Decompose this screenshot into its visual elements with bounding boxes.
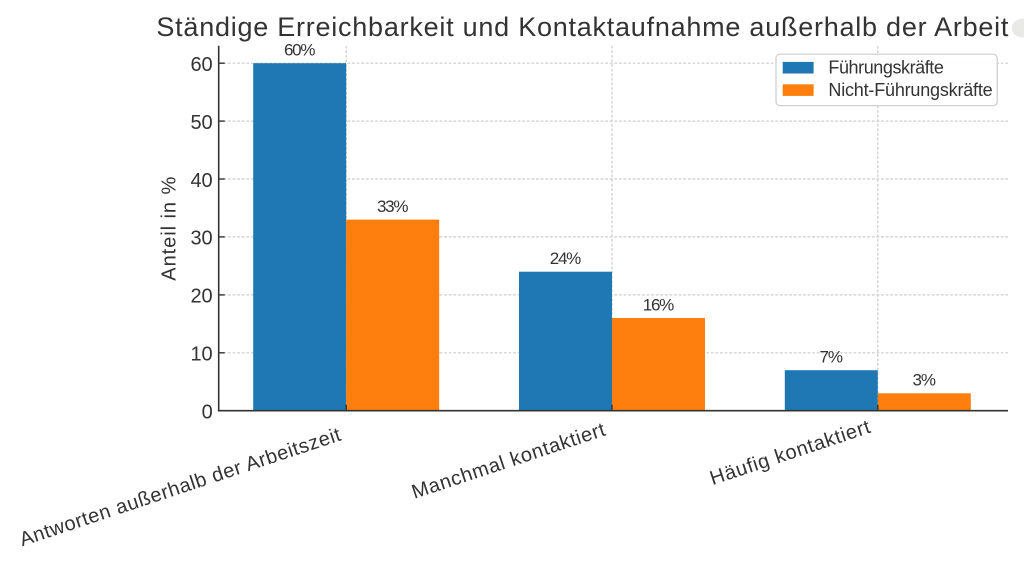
svg-text:60%: 60% [284,41,316,60]
svg-text:0: 0 [202,402,213,424]
svg-text:50: 50 [190,112,212,134]
svg-text:24%: 24% [550,249,582,268]
svg-text:60: 60 [190,54,212,76]
svg-text:Führungskräfte: Führungskräfte [828,58,944,78]
svg-text:33%: 33% [377,197,409,216]
svg-text:16%: 16% [643,295,675,314]
svg-text:40: 40 [190,170,212,192]
svg-text:10: 10 [190,344,212,366]
svg-text:3%: 3% [913,371,937,390]
svg-text:Nicht-Führungskräfte: Nicht-Führungskräfte [828,80,992,100]
svg-text:30: 30 [190,228,212,250]
svg-text:Anteil in %: Anteil in % [159,176,181,280]
svg-text:Ständige Erreichbarkeit und Ko: Ständige Erreichbarkeit und Kontaktaufna… [156,12,1008,42]
svg-text:20: 20 [190,286,212,308]
svg-text:7%: 7% [820,348,844,367]
